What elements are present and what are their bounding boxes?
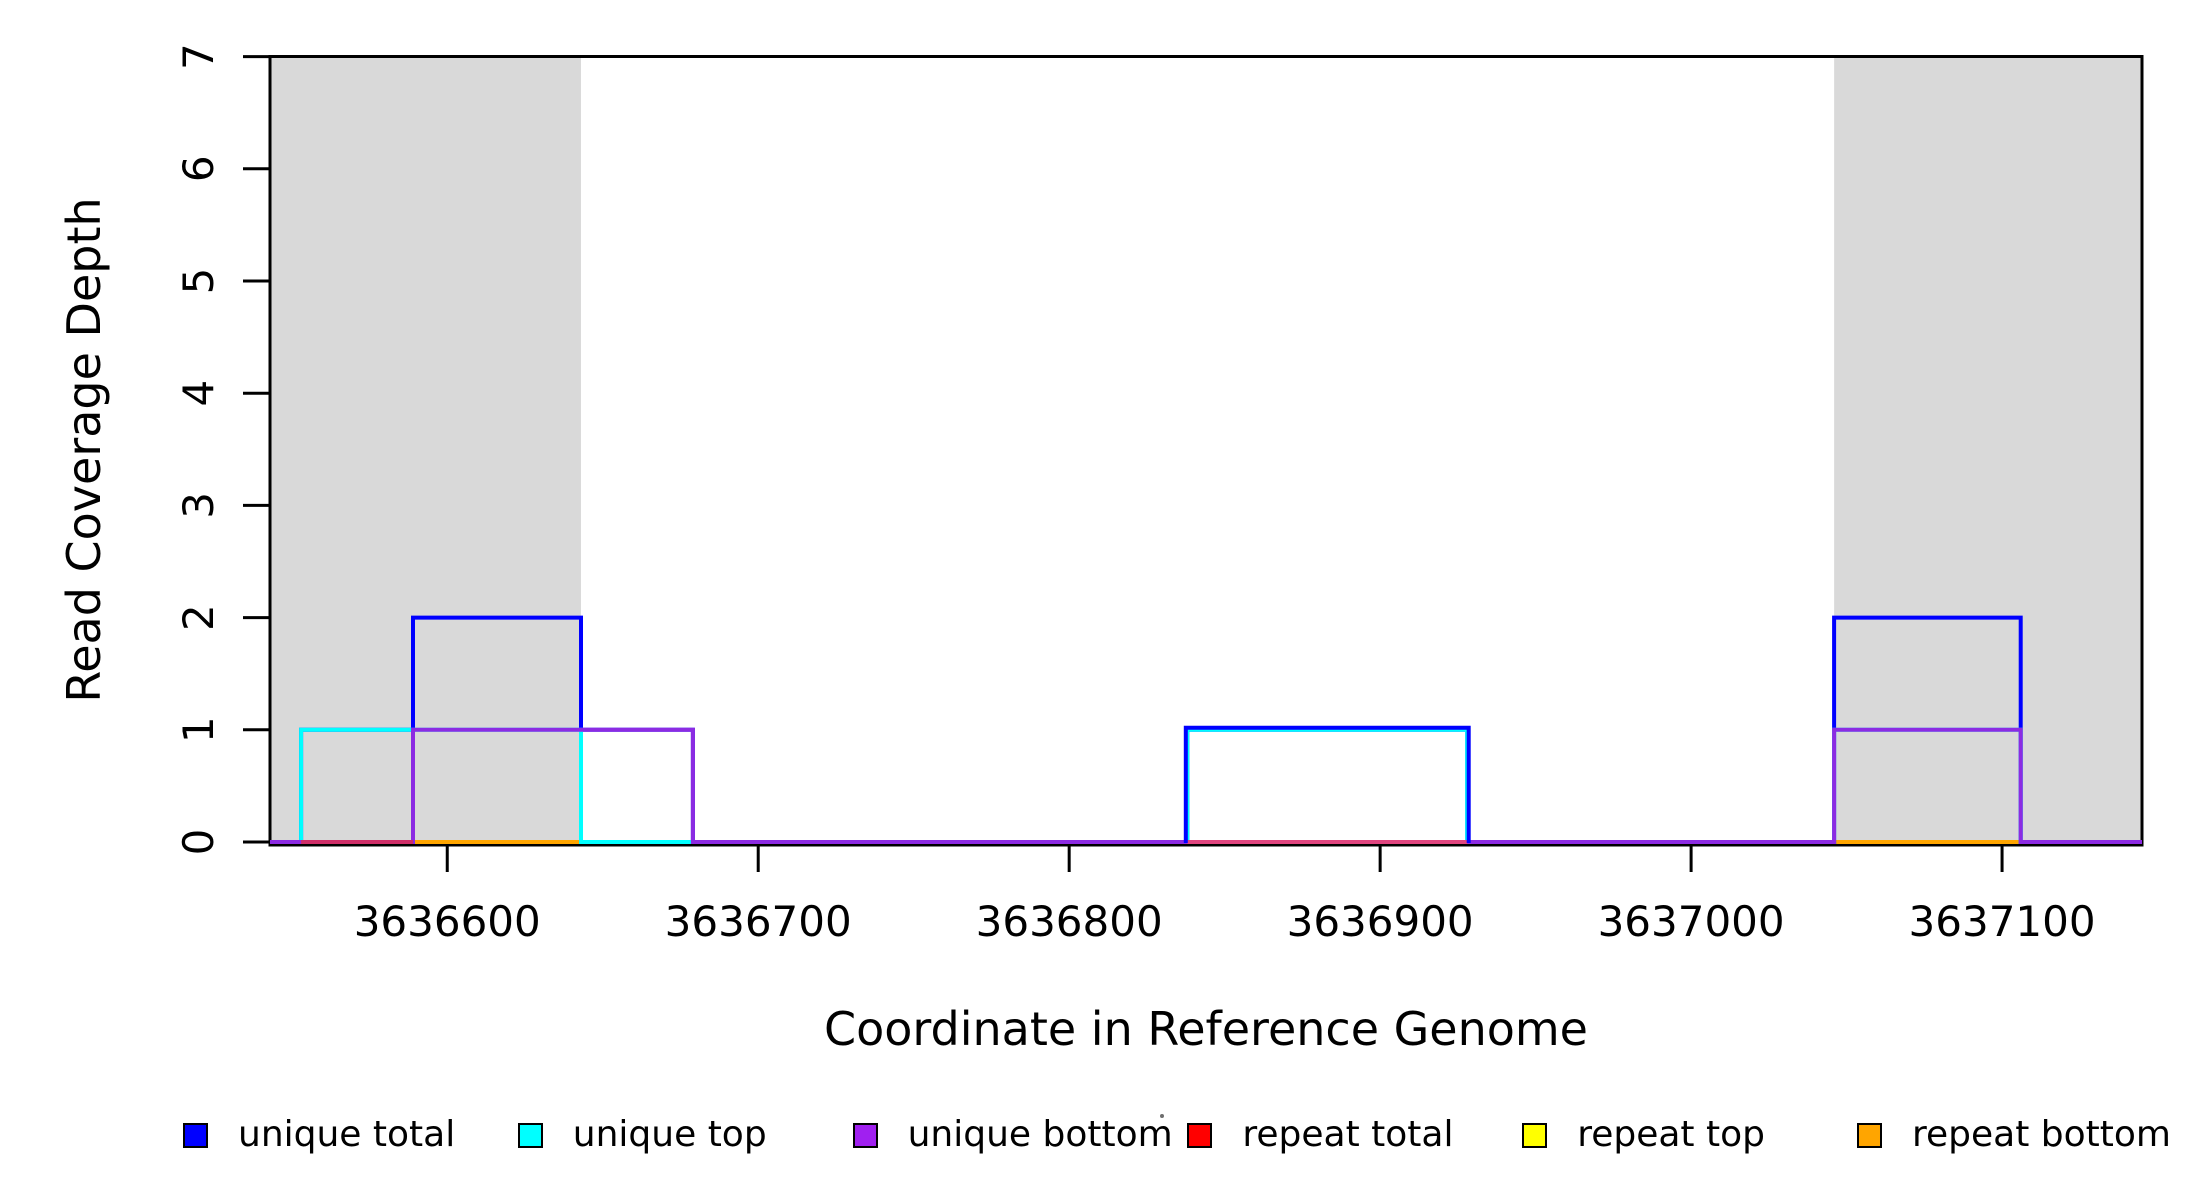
y-tick-label: 3: [174, 492, 223, 519]
shaded-repeat-region: [270, 58, 581, 844]
x-axis-title: Coordinate in Reference Genome: [824, 1002, 1588, 1056]
y-tick-label: 4: [174, 380, 223, 407]
x-tick-label: 3636700: [665, 897, 852, 946]
x-tick-label: 3636600: [354, 897, 541, 946]
series-line-unique-total-redraw: [1183, 725, 1471, 843]
artifact-dot: [1160, 1114, 1164, 1118]
x-tick-label: 3636900: [1287, 897, 1474, 946]
x-tick-label: 3637100: [1909, 897, 2096, 946]
y-tick-label: 7: [174, 43, 223, 70]
x-tick-label: 3636800: [976, 897, 1163, 946]
y-tick-label: 6: [174, 155, 223, 182]
y-tick-label: 0: [174, 829, 223, 856]
plot-border: [268, 55, 2144, 847]
y-tick-label: 2: [174, 604, 223, 631]
y-tick-label: 1: [174, 716, 223, 743]
shaded-repeat-region: [1834, 58, 2142, 844]
y-tick-label: 5: [174, 268, 223, 295]
x-tick-label: 3637000: [1598, 897, 1785, 946]
y-axis-title: Read Coverage Depth: [57, 197, 111, 703]
